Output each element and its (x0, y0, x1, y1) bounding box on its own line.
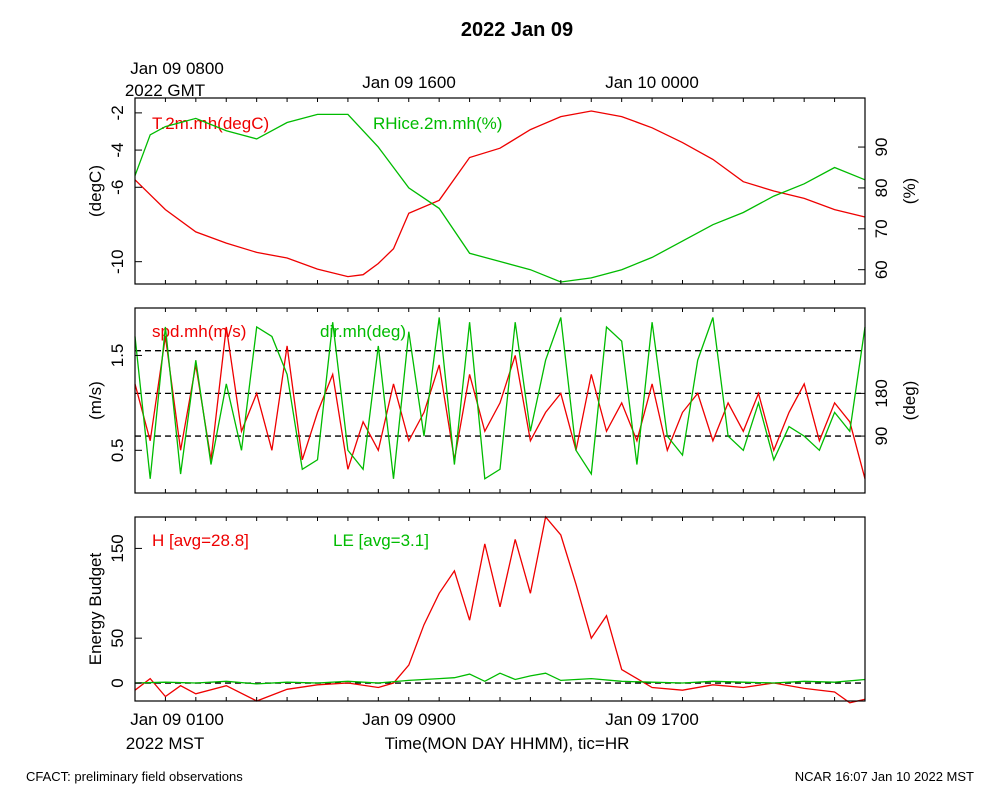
series-line-red (134, 515, 866, 704)
y-tick-label-left: 1.5 (108, 344, 127, 368)
series-line-red (134, 326, 866, 479)
y-tick-label-right: 70 (872, 219, 891, 238)
y-axis-label-right: (deg) (900, 381, 919, 421)
y-axis-label-right: (%) (900, 178, 919, 204)
series-line-green (134, 317, 866, 480)
bottom-time-label-1: Jan 09 0900 (362, 710, 456, 729)
y-tick-label-right: 90 (872, 138, 891, 157)
y-tick-label-left: -4 (108, 143, 127, 158)
y-axis-label-left: (m/s) (86, 381, 105, 420)
x-axis-label: Time(MON DAY HHMM), tic=HR (385, 734, 630, 753)
panel-0: T.2m.mh(degC) RHice.2m.mh(%) -10 -6 -4 -2 60 70… (86, 97, 919, 285)
y-axis-label-left: Energy Budget (86, 552, 105, 665)
top-time-label-2: Jan 10 0000 (605, 73, 699, 92)
y-tick-label-right: 80 (872, 178, 891, 197)
bottom-time-label-0: Jan 09 0100 (130, 710, 224, 729)
chart-panels: T.2m.mh(degC) RHice.2m.mh(%) -10 -6 -4 -2 60 70… (86, 97, 919, 704)
bottom-tz-label: 2022 MST (126, 734, 204, 753)
footer-left-note: CFACT: preliminary field observations (26, 769, 243, 784)
y-tick-label-left: 50 (108, 629, 127, 648)
chart-title: 2022 Jan 09 (461, 19, 573, 41)
top-time-label-1: Jan 09 1600 (362, 73, 456, 92)
footer-right-note: NCAR 16:07 Jan 10 2022 MST (795, 769, 974, 784)
bottom-time-label-2: Jan 09 1700 (605, 710, 699, 729)
y-tick-label-right: 60 (872, 260, 891, 279)
legend-label: dir.mh(deg) (320, 322, 406, 341)
y-tick-label-right: 90 (872, 427, 891, 446)
series-line-red (134, 110, 866, 278)
y-tick-label-left: -6 (108, 180, 127, 195)
series-line-green (134, 672, 866, 685)
y-tick-label-left: 0 (108, 678, 127, 687)
top-time-label-0: Jan 09 0800 (130, 59, 224, 78)
y-tick-label-left: -2 (108, 105, 127, 120)
y-axis-label-left: (degC) (86, 165, 105, 217)
y-tick-label-left: 150 (108, 534, 127, 562)
series-line-green (134, 113, 866, 283)
y-tick-label-left: 0.5 (108, 438, 127, 462)
legend-label: T.2m.mh(degC) (152, 114, 269, 133)
legend-label: RHice.2m.mh(%) (373, 114, 502, 133)
panel-1: spd.mh(m/s) dir.mh(deg) 0.5 1.5 90 180 (m/s) (d… (86, 307, 919, 494)
y-tick-label-left: -10 (108, 249, 127, 274)
y-tick-label-right: 180 (872, 379, 891, 407)
top-tz-label: 2022 GMT (125, 81, 205, 100)
legend-label: H [avg=28.8] (152, 531, 249, 550)
legend-label: spd.mh(m/s) (152, 322, 246, 341)
legend-label: LE [avg=3.1] (333, 531, 429, 550)
